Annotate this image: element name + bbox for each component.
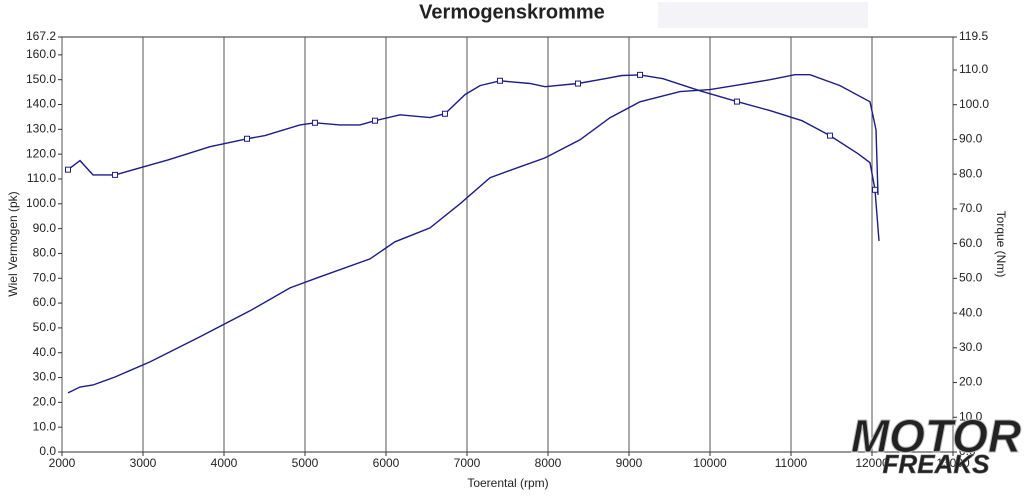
point-marker xyxy=(574,80,581,87)
chart-title: Vermogenskromme xyxy=(419,1,605,23)
point-marker xyxy=(441,110,448,117)
x-tick-label: 2000 xyxy=(49,456,76,470)
y2-tick-label: 119.5 xyxy=(959,29,988,43)
y2-tick-label: 20.0 xyxy=(959,375,983,389)
y-tick-label: 80.0 xyxy=(33,246,57,260)
x-tick-label: 5000 xyxy=(292,456,319,470)
x-tick-label: 4000 xyxy=(211,456,238,470)
y-tick-label: 50.0 xyxy=(33,320,57,334)
x-tick-label: 6000 xyxy=(373,456,400,470)
y2-tick-label: 10.0 xyxy=(959,409,983,423)
y2-tick-label: 110.0 xyxy=(959,62,988,76)
point-marker xyxy=(111,171,118,178)
y2-tick-label: 80.0 xyxy=(959,166,983,180)
header-box xyxy=(658,2,868,28)
x-tick-label: 3000 xyxy=(130,456,157,470)
point-marker xyxy=(826,132,833,139)
point-marker xyxy=(371,117,378,124)
y-tick-label: 120.0 xyxy=(26,146,56,160)
y-tick-label: 30.0 xyxy=(33,370,57,384)
x-tick-label: 9000 xyxy=(616,456,643,470)
y2-tick-label: 30.0 xyxy=(959,340,983,354)
y2-tick-label: 90.0 xyxy=(959,132,983,146)
x-tick-label: 12000 xyxy=(855,456,889,470)
watermark: MOTOR xyxy=(851,410,1021,462)
point-marker xyxy=(733,98,740,105)
y-tick-label: 0.0 xyxy=(39,444,56,458)
y-tick-label: 110.0 xyxy=(27,171,56,185)
y-tick-label: 130.0 xyxy=(26,122,56,136)
y-tick-label: 167.2 xyxy=(26,29,56,43)
y-tick-label: 10.0 xyxy=(33,419,57,433)
x-tick-label: 11000 xyxy=(775,456,808,470)
y-tick-label: 150.0 xyxy=(26,72,56,86)
series-line xyxy=(67,73,879,394)
y-tick-label: 60.0 xyxy=(33,295,57,309)
point-marker xyxy=(244,135,251,142)
x-tick-label: 10000 xyxy=(693,456,727,470)
x-tick-label: 8000 xyxy=(535,456,562,470)
x-tick-label: 7000 xyxy=(454,456,481,470)
y2-tick-label: 0.0 xyxy=(959,444,976,458)
point-marker xyxy=(871,186,878,193)
y2-tick-label: 70.0 xyxy=(959,201,983,215)
point-marker xyxy=(64,166,71,173)
y-tick-label: 70.0 xyxy=(33,270,57,284)
point-marker xyxy=(311,119,318,126)
x-tick-label: 13000 xyxy=(936,456,970,470)
y-tick-label: 160.0 xyxy=(26,47,56,61)
y-tick-label: 140.0 xyxy=(26,97,56,111)
y-tick-label: 40.0 xyxy=(33,345,57,359)
y-tick-label: 20.0 xyxy=(33,395,57,409)
y2-tick-label: 60.0 xyxy=(959,236,983,250)
y2-tick-label: 40.0 xyxy=(959,305,983,319)
y2-tick-label: 100.0 xyxy=(959,97,989,111)
watermark: FREAKS xyxy=(883,449,991,479)
y2-tick-label: 50.0 xyxy=(959,271,983,285)
y2-axis-label: Torque (Nm) xyxy=(994,211,1008,278)
y-axis-label: Wiel Vermogen (pk) xyxy=(6,191,20,296)
point-marker xyxy=(637,71,644,78)
point-marker xyxy=(496,77,503,84)
series-line xyxy=(67,74,880,241)
y-tick-label: 90.0 xyxy=(33,221,57,235)
x-axis-label: Toerental (rpm) xyxy=(467,476,548,490)
y-tick-label: 100.0 xyxy=(26,196,56,210)
